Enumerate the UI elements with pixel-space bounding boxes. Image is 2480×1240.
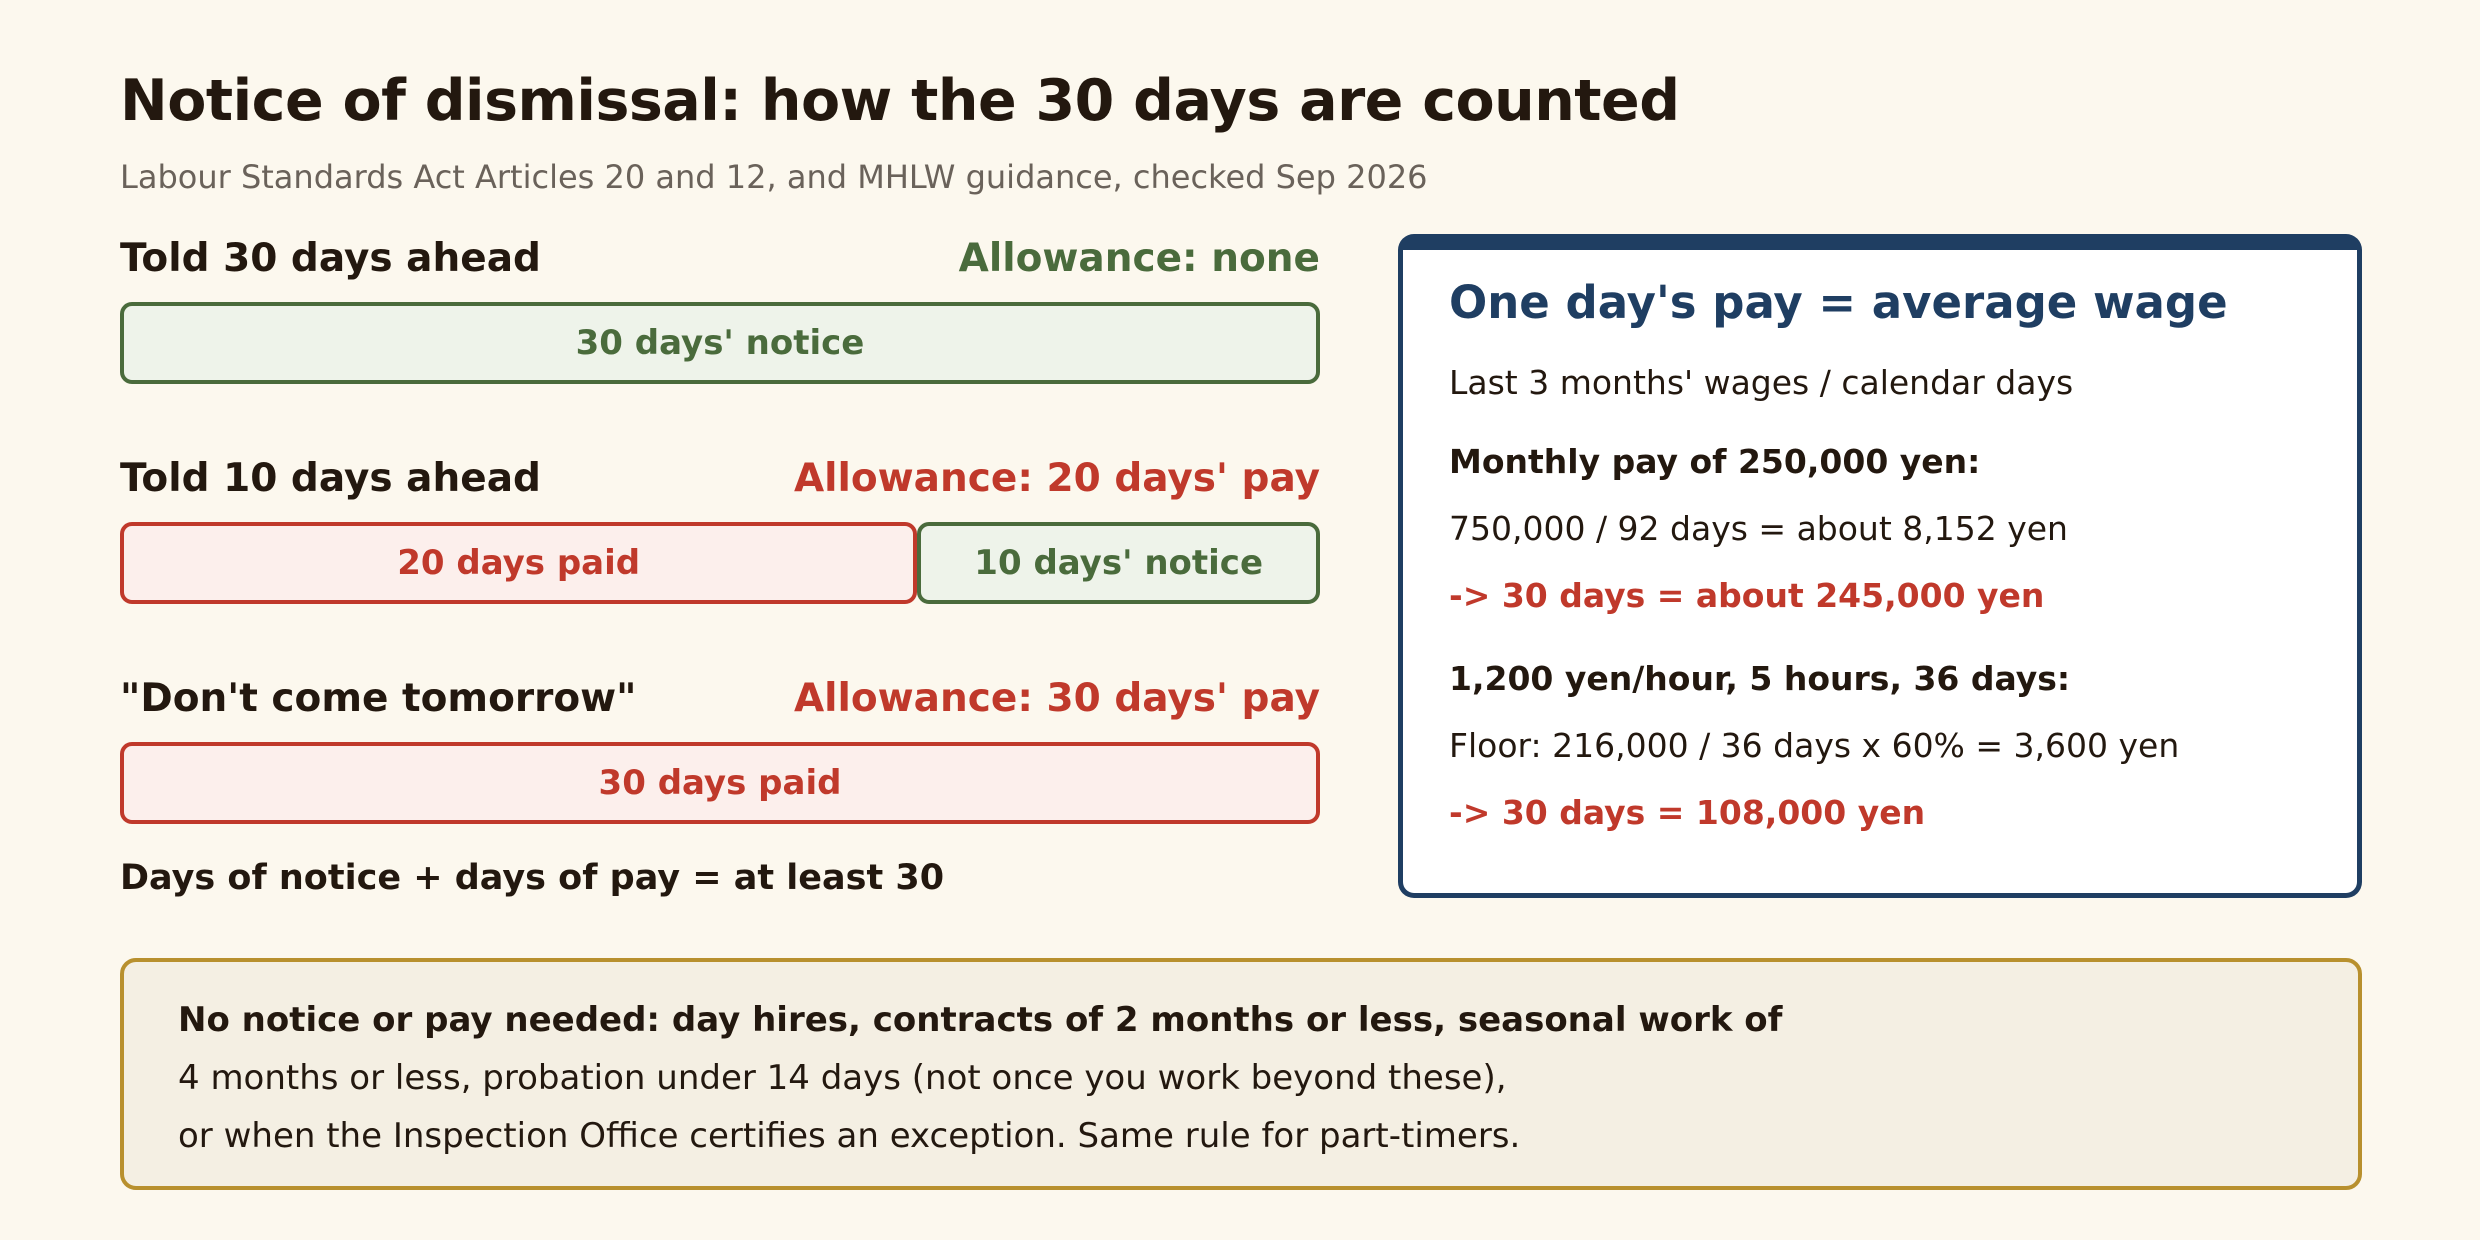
scenario-dont-come-tomorrow: "Don't come tomorrow" Allowance: 30 days… <box>120 676 1320 824</box>
example-monthly-calc: 750,000 / 92 days = about 8,152 yen <box>1449 509 2068 548</box>
scenario-label: Told 30 days ahead <box>120 236 541 281</box>
example-monthly-result: -> 30 days = about 245,000 yen <box>1449 576 2045 615</box>
scenario-label: Told 10 days ahead <box>120 456 541 501</box>
scenario-allowance: Allowance: 20 days' pay <box>793 456 1320 501</box>
example-monthly-heading: Monthly pay of 250,000 yen: <box>1449 442 1981 481</box>
exceptions-note: No notice or pay needed: day hires, cont… <box>120 958 2362 1190</box>
example-hourly-result: -> 30 days = 108,000 yen <box>1449 793 1926 832</box>
scenario-allowance: Allowance: 30 days' pay <box>793 676 1320 721</box>
timeline-bar: 20 days paid 10 days' notice <box>120 522 1320 604</box>
card-definition: Last 3 months' wages / calendar days <box>1449 363 2074 402</box>
note-line-3: or when the Inspection Office certifies … <box>178 1116 1521 1156</box>
page-subtitle: Labour Standards Act Articles 20 and 12,… <box>120 158 1428 196</box>
note-line-2: 4 months or less, probation under 14 day… <box>178 1058 1507 1098</box>
card-title: One day's pay = average wage <box>1449 276 2228 329</box>
scenario-allowance: Allowance: none <box>958 236 1320 281</box>
paid-segment: 30 days paid <box>120 742 1320 824</box>
paid-segment: 20 days paid <box>120 522 918 604</box>
timeline-bar: 30 days' notice <box>120 302 1320 384</box>
scenario-30-days-ahead: Told 30 days ahead Allowance: none 30 da… <box>120 236 1320 384</box>
example-hourly-heading: 1,200 yen/hour, 5 hours, 36 days: <box>1449 659 2071 698</box>
timeline-bar: 30 days paid <box>120 742 1320 824</box>
page-title: Notice of dismissal: how the 30 days are… <box>120 68 1680 134</box>
note-line-1: No notice or pay needed: day hires, cont… <box>178 1000 1783 1040</box>
scenario-label: "Don't come tomorrow" <box>120 676 637 721</box>
notice-segment: 10 days' notice <box>917 522 1320 604</box>
rule-summary: Days of notice + days of pay = at least … <box>120 858 945 898</box>
example-hourly-calc: Floor: 216,000 / 36 days x 60% = 3,600 y… <box>1449 726 2180 765</box>
average-wage-card: One day's pay = average wage Last 3 mont… <box>1398 234 2362 898</box>
notice-segment: 30 days' notice <box>120 302 1320 384</box>
scenario-10-days-ahead: Told 10 days ahead Allowance: 20 days' p… <box>120 456 1320 604</box>
